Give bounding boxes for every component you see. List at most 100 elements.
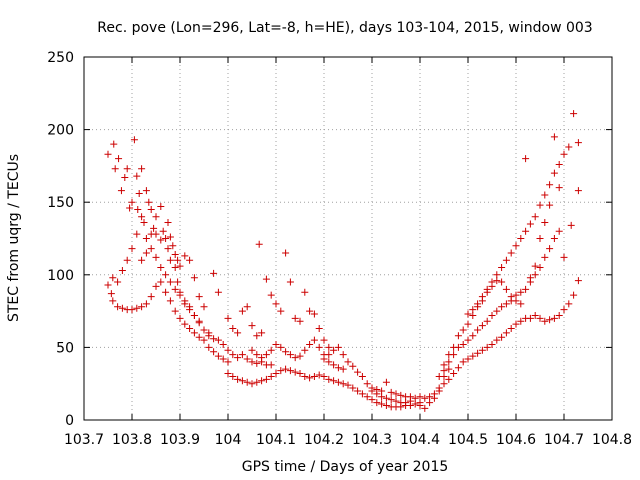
data-point — [483, 285, 491, 293]
data-point — [176, 314, 184, 322]
data-point — [166, 233, 174, 241]
data-point — [512, 297, 520, 305]
data-point — [373, 386, 381, 394]
data-point — [498, 264, 506, 272]
data-point — [526, 220, 534, 228]
data-point — [214, 288, 222, 296]
y-tick-label: 250 — [47, 50, 74, 66]
data-point — [464, 336, 472, 344]
data-point — [291, 354, 299, 362]
data-point — [512, 320, 520, 328]
data-point — [464, 355, 472, 363]
y-axis-label: STEC from uqrg / TECUs — [6, 154, 22, 322]
data-point — [286, 367, 294, 375]
data-point — [517, 288, 525, 296]
data-point — [130, 136, 138, 144]
data-point — [253, 332, 261, 340]
data-point — [138, 256, 146, 264]
data-point — [536, 201, 544, 209]
data-point — [214, 352, 222, 360]
data-point — [243, 303, 251, 311]
data-point — [109, 297, 117, 305]
data-point — [426, 399, 434, 407]
data-point — [315, 371, 323, 379]
data-point — [267, 291, 275, 299]
gridlines — [84, 57, 612, 420]
x-tick-label: 104.3 — [352, 432, 392, 448]
data-point — [498, 278, 506, 286]
data-point — [498, 303, 506, 311]
data-point — [574, 187, 582, 195]
data-point — [181, 320, 189, 328]
y-tick-label: 50 — [56, 340, 74, 356]
data-point — [546, 316, 554, 324]
data-point — [134, 205, 142, 213]
data-point — [164, 245, 172, 253]
x-axis-ticks: 103.7 103.8 103.9 104 104.1 104.2 104.3 104.4 10… — [64, 57, 632, 448]
data-point — [546, 245, 554, 253]
data-point — [147, 293, 155, 301]
data-point — [262, 275, 270, 283]
data-point — [474, 300, 482, 308]
data-point — [224, 314, 232, 322]
data-point — [157, 278, 165, 286]
data-point — [147, 245, 155, 253]
data-point — [258, 329, 266, 337]
data-point — [392, 390, 400, 398]
data-point — [253, 378, 261, 386]
data-point — [349, 362, 357, 370]
data-point — [478, 293, 486, 301]
data-point — [128, 198, 136, 206]
data-point — [445, 375, 453, 383]
data-point — [493, 336, 501, 344]
data-point — [325, 343, 333, 351]
data-point — [454, 364, 462, 372]
data-point — [152, 230, 160, 238]
data-point — [219, 355, 227, 363]
data-point — [126, 204, 134, 212]
data-point — [474, 326, 482, 334]
data-point — [142, 249, 150, 257]
data-point — [526, 274, 534, 282]
data-point — [267, 346, 275, 354]
data-point — [531, 213, 539, 221]
data-point — [152, 213, 160, 221]
data-point — [255, 240, 263, 248]
data-point — [550, 169, 558, 177]
data-point — [164, 219, 172, 227]
data-point — [142, 235, 150, 242]
data-point — [502, 329, 510, 337]
x-tick-label: 104.1 — [256, 432, 296, 448]
data-point — [133, 304, 141, 312]
data-point — [354, 387, 362, 395]
data-point — [358, 372, 366, 380]
y-tick-label: 200 — [47, 123, 74, 139]
data-point — [118, 304, 126, 312]
data-point — [186, 306, 194, 314]
data-point — [464, 320, 472, 328]
data-point — [330, 377, 338, 385]
data-point — [277, 343, 285, 351]
data-point — [440, 367, 448, 375]
data-point — [171, 250, 179, 258]
data-point — [171, 285, 179, 293]
data-point — [229, 325, 237, 333]
data-point — [363, 380, 371, 388]
data-point — [570, 110, 578, 118]
data-point — [363, 393, 371, 401]
data-point — [339, 351, 347, 359]
data-point — [248, 346, 256, 354]
data-point — [478, 346, 486, 354]
data-point — [507, 249, 515, 257]
data-point — [387, 388, 395, 396]
data-point — [310, 336, 318, 344]
data-point — [310, 372, 318, 380]
data-point — [339, 365, 347, 373]
data-point — [133, 172, 141, 180]
data-point — [301, 372, 309, 380]
x-axis-label: GPS time / Days of year 2015 — [242, 459, 449, 475]
data-point — [152, 253, 160, 261]
data-point — [282, 365, 290, 373]
data-point — [286, 351, 294, 359]
data-point — [157, 203, 165, 211]
